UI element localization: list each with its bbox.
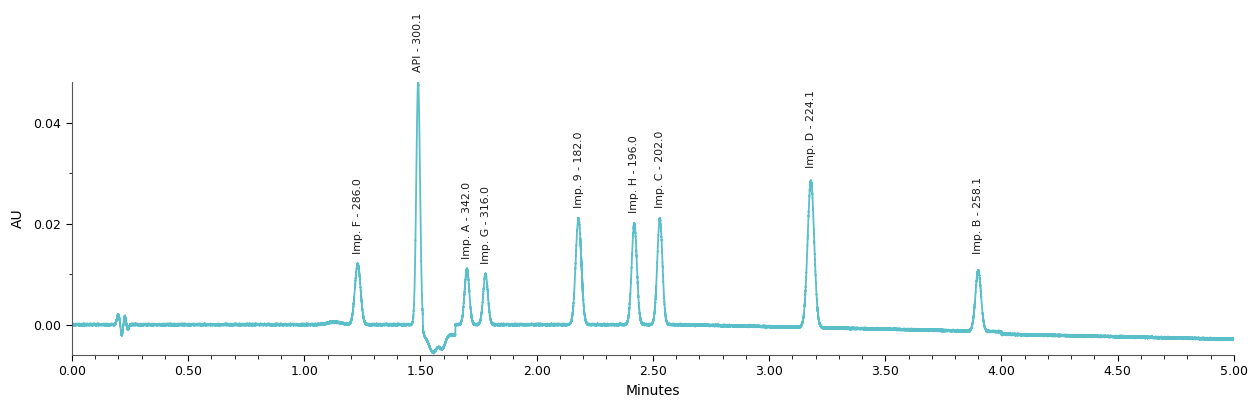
- Text: Imp. B - 258.1: Imp. B - 258.1: [973, 177, 983, 254]
- Text: Imp. G - 316.0: Imp. G - 316.0: [481, 186, 491, 264]
- Text: Imp. A - 342.0: Imp. A - 342.0: [462, 182, 472, 259]
- Text: Imp. C - 202.0: Imp. C - 202.0: [655, 131, 665, 209]
- Y-axis label: AU: AU: [11, 209, 25, 228]
- Text: Imp. H - 196.0: Imp. H - 196.0: [630, 136, 640, 213]
- Text: Imp. D - 224.1: Imp. D - 224.1: [806, 90, 816, 168]
- X-axis label: Minutes: Minutes: [626, 384, 680, 398]
- Text: Imp. 9 - 182.0: Imp. 9 - 182.0: [574, 132, 583, 209]
- Text: Imp. F - 286.0: Imp. F - 286.0: [353, 178, 363, 254]
- Text: API - 300.1: API - 300.1: [413, 13, 423, 72]
